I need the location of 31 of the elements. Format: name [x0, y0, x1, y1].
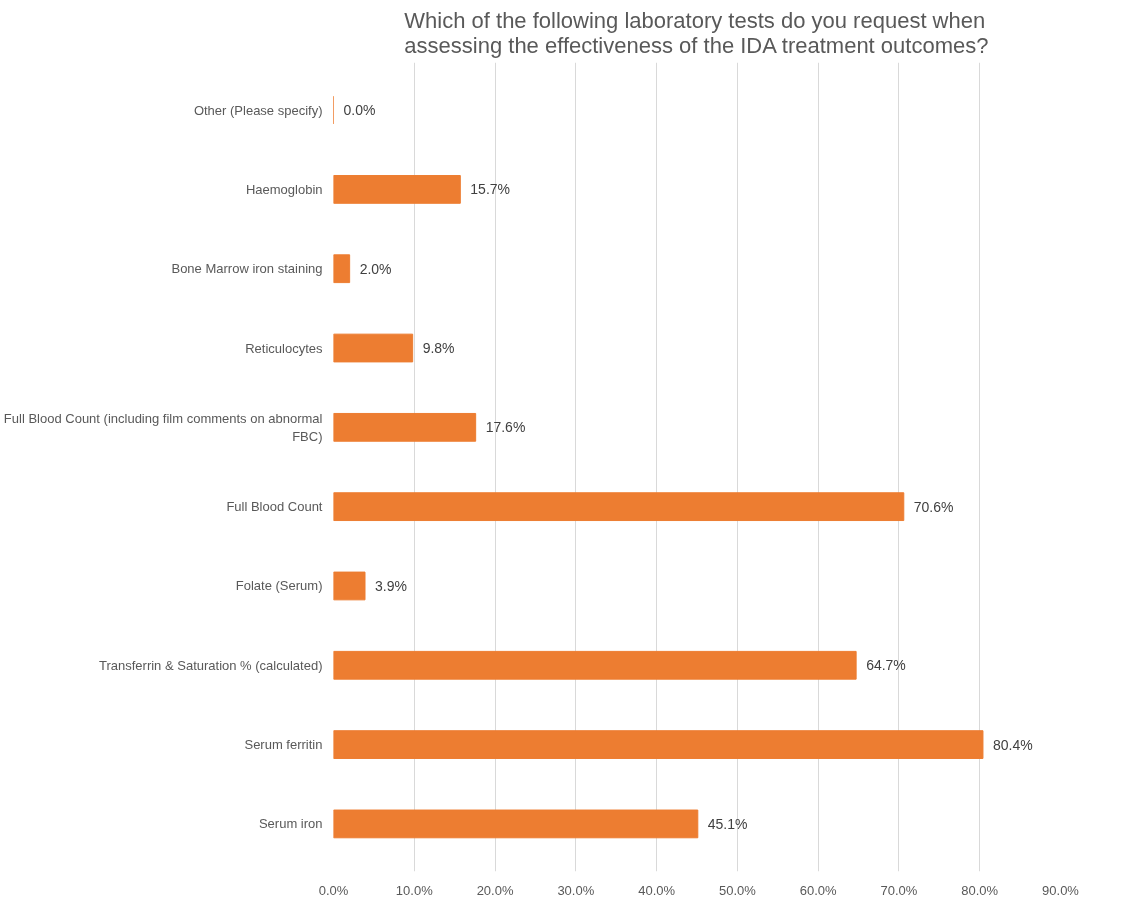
data-label: 9.8% — [422, 340, 455, 357]
x-tick-label: 60.0% — [799, 882, 838, 898]
x-tick-label: 70.0% — [880, 882, 918, 898]
y-tick-label: Serum iron — [258, 816, 323, 832]
x-tick-label: 40.0% — [638, 882, 676, 898]
chart-title: Which of the following laboratory tests do you request when assessing the effectiveness of the IDA treatment outcomes? — [404, 7, 989, 58]
y-tick-label: Folate (Serum) — [235, 578, 323, 594]
data-label: 80.4% — [992, 736, 1033, 753]
x-tick-label: 50.0% — [718, 882, 757, 898]
data-label: 70.6% — [913, 498, 954, 515]
data-label: 3.9% — [375, 577, 407, 594]
x-tick-label: 90.0% — [1042, 882, 1080, 898]
x-tick-label: 80.0% — [961, 882, 999, 898]
data-label: 0.0% — [343, 102, 376, 119]
x-tick-label: 0.0% — [318, 882, 349, 898]
y-tick-label: Serum ferritin — [244, 737, 323, 753]
y-tick-label: Full Blood Count — [226, 499, 323, 515]
data-label: 45.1% — [707, 815, 748, 832]
y-tick-label: Transferrin & Saturation % (calculated) — [99, 657, 323, 673]
data-label: 2.0% — [359, 260, 392, 277]
y-tick-label: Haemoglobin — [245, 181, 323, 197]
y-tick-label: Other (Please specify) — [193, 102, 323, 118]
x-tick-label: 30.0% — [557, 882, 595, 898]
data-label: 15.7% — [470, 181, 511, 198]
x-tick-label: 20.0% — [476, 882, 514, 898]
data-label: 17.6% — [485, 419, 526, 436]
y-tick-label: Bone Marrow iron staining — [171, 261, 323, 277]
x-tick-label: 10.0% — [395, 882, 434, 898]
data-label: 64.7% — [866, 657, 906, 674]
y-tick-label: Full Blood Count (including film comments on abnormal FBC) — [3, 410, 323, 444]
y-tick-label: Reticulocytes — [245, 340, 323, 356]
